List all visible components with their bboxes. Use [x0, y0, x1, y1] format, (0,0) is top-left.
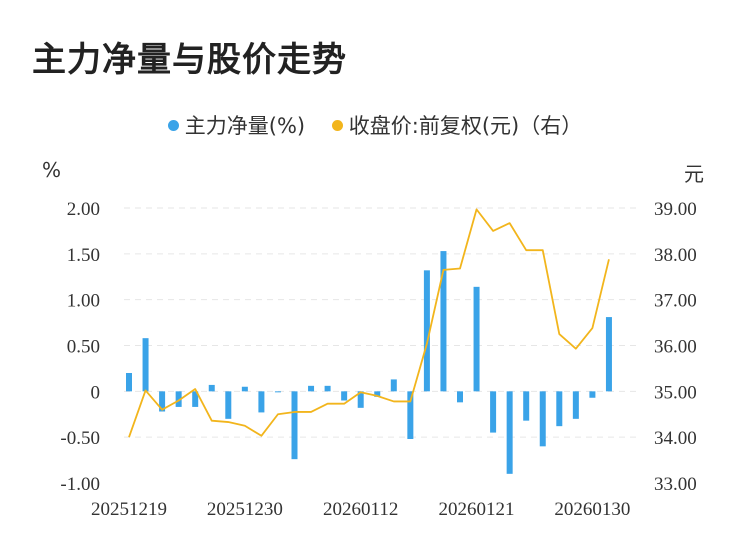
y-right-tick-label: 36.00: [654, 337, 697, 358]
bar: [605, 317, 612, 392]
bar: [506, 391, 513, 474]
bar: [539, 391, 546, 447]
y-left-tick-label: 0: [91, 382, 101, 403]
bar: [473, 286, 480, 392]
bar: [589, 391, 596, 398]
bar: [208, 384, 215, 392]
bar: [126, 373, 132, 392]
bar: [175, 391, 182, 407]
x-tick-label: 20260121: [439, 499, 515, 520]
bar: [291, 391, 298, 460]
bar: [572, 391, 579, 419]
y-right-tick-label: 33.00: [654, 474, 697, 495]
bar: [159, 391, 166, 412]
bar: [407, 391, 414, 439]
bar: [241, 386, 248, 392]
legend-line-marker: [331, 119, 343, 131]
bar: [490, 391, 497, 433]
bar: [341, 391, 348, 401]
bar: [274, 391, 281, 393]
y-left-tick-label: 1.50: [67, 245, 100, 266]
legend: 主力净量(%) 收盘价:前复权(元)（右）: [0, 110, 750, 140]
y-right-tick-label: 35.00: [654, 382, 697, 403]
y-left-tick-label: 1.00: [67, 291, 100, 312]
y-right-tick-label: 38.00: [654, 245, 697, 266]
y-right-tick-label: 37.00: [654, 291, 697, 312]
legend-label-close-price: 收盘价:前复权(元)（右）: [348, 114, 583, 138]
bar: [308, 385, 315, 392]
x-tick-label: 20260112: [323, 499, 398, 520]
y-left-tick-label: -0.50: [60, 428, 100, 449]
bar: [324, 385, 331, 392]
right-axis-unit: 元: [684, 162, 704, 186]
bar: [258, 391, 265, 413]
y-left-tick-label: -1.00: [60, 474, 100, 495]
legend-label-main-net: 主力净量(%): [184, 114, 306, 138]
bar: [457, 391, 463, 403]
legend-item-close-price[interactable]: 收盘价:前复权(元)（右）: [331, 110, 583, 140]
bar: [440, 251, 447, 392]
price-line: [128, 208, 610, 438]
y-left-tick-label: 2.00: [67, 199, 100, 220]
legend-item-main-net[interactable]: 主力净量(%): [167, 110, 306, 140]
bar: [142, 338, 149, 392]
bar: [390, 379, 397, 392]
legend-bar-marker: [167, 119, 179, 131]
chart-title: 主力净量与股价走势: [32, 40, 347, 80]
y-right-tick-label: 39.00: [654, 199, 697, 220]
x-tick-label: 20251230: [207, 499, 283, 520]
bar: [374, 391, 381, 397]
y-left-tick-label: 0.50: [67, 337, 100, 358]
bar: [423, 270, 430, 392]
left-axis-unit: %: [42, 158, 62, 182]
bar: [225, 391, 232, 419]
bar: [556, 391, 563, 427]
x-tick-label: 20251219: [91, 499, 167, 520]
bar: [192, 391, 199, 407]
bar: [357, 391, 364, 408]
y-right-tick-label: 34.00: [654, 428, 697, 449]
bar: [523, 391, 530, 421]
x-tick-label: 20260130: [554, 499, 630, 520]
